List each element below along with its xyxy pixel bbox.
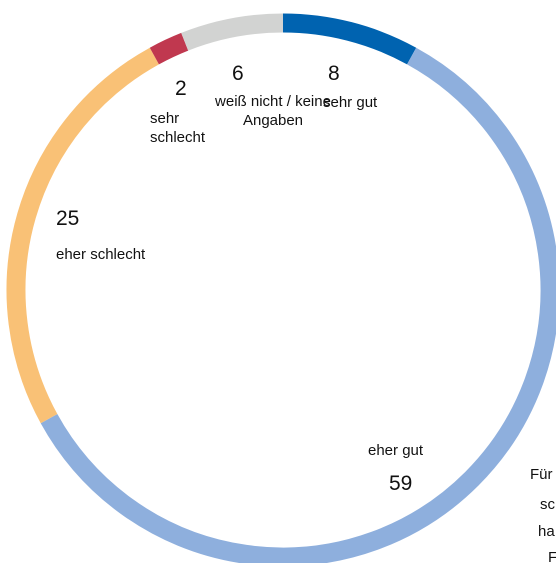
- value-label: 2: [175, 77, 187, 100]
- category-label: eher schlecht: [56, 246, 146, 263]
- category-label: weiß nicht / keine Angaben: [215, 93, 331, 129]
- donut-segment: [40, 47, 556, 563]
- donut-segment: [282, 13, 417, 65]
- annotation: Für: [530, 466, 553, 483]
- donut-segment: [181, 13, 284, 51]
- category-label: sehr gut: [323, 94, 378, 111]
- donut-segment: [6, 47, 159, 424]
- category-label: eher gut: [368, 442, 424, 459]
- donut-segment: [149, 32, 189, 65]
- value-label: 59: [389, 472, 413, 495]
- value-label: 6: [232, 62, 244, 85]
- annotation: F: [548, 549, 556, 563]
- annotation: ha: [538, 523, 555, 540]
- value-label: 25: [56, 207, 80, 230]
- value-label: 8: [328, 62, 340, 85]
- category-label: sehr schlecht: [150, 110, 206, 146]
- annotation: sc: [540, 496, 555, 513]
